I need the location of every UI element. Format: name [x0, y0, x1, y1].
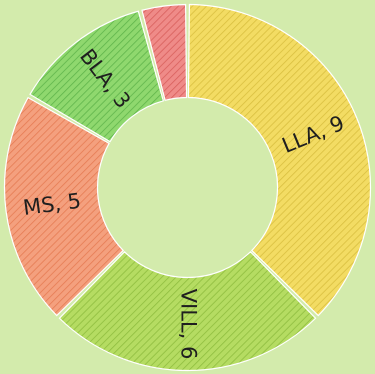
slices-group [3, 3, 372, 372]
slice-ms [3, 96, 125, 317]
slice-label-vill: VILL, 6 [177, 289, 201, 360]
slice-vill [58, 250, 317, 372]
slice-unlabeled [141, 3, 188, 102]
slice-bla [29, 10, 165, 143]
slice-lla [187, 3, 372, 317]
